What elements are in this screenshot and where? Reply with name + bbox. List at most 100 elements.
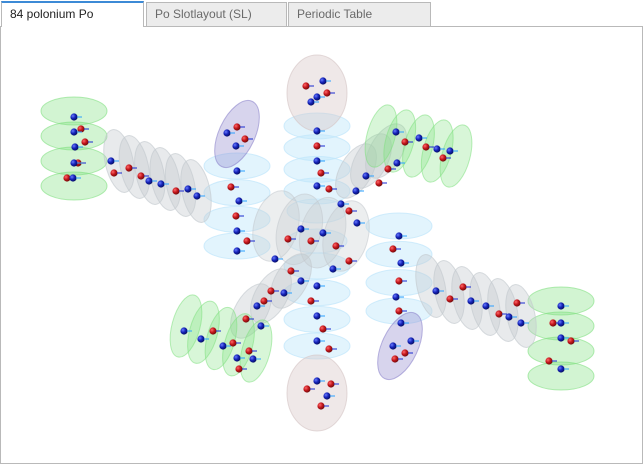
electron-blue [69, 174, 77, 182]
visualization-panel [0, 26, 643, 464]
electron-blue [145, 177, 153, 185]
orbital-disc [203, 152, 271, 180]
orbital-disc [415, 254, 447, 318]
electron-red [395, 277, 403, 285]
orbital-disc [40, 96, 108, 126]
electron-red [391, 355, 399, 363]
electron-blue [352, 187, 360, 195]
electron-red [384, 165, 392, 173]
orbital-disc [222, 313, 255, 377]
electron-red [284, 235, 292, 243]
orbital-visualization[interactable] [1, 27, 642, 463]
electron-blue [362, 172, 370, 180]
electron-blue [253, 302, 261, 310]
orbital-disc [203, 179, 271, 207]
electron-blue [223, 129, 231, 137]
electron-blue [557, 302, 565, 310]
electron-red [459, 283, 467, 291]
electron-blue [70, 159, 78, 167]
electron-blue [446, 147, 454, 155]
electron-blue [271, 255, 279, 263]
electron-blue [517, 319, 525, 327]
orbital-disc [383, 109, 417, 173]
electron-red [303, 385, 311, 393]
orbital-lobe [214, 99, 260, 169]
electron-blue [415, 134, 423, 142]
electron-red [389, 245, 397, 253]
electron-blue [232, 142, 240, 150]
electron-red [242, 315, 250, 323]
electron-red [241, 135, 249, 143]
orbital-layer [40, 54, 595, 432]
electron-blue [432, 287, 440, 295]
tab-polonium[interactable]: 84 polonium Po [1, 1, 144, 27]
electron-red [401, 349, 409, 357]
electron-blue [180, 327, 188, 335]
electron-red [77, 125, 85, 133]
electron-red [495, 310, 503, 318]
electron-blue [107, 157, 115, 165]
electron-red [317, 402, 325, 410]
electron-blue [307, 98, 315, 106]
electron-red [302, 82, 310, 90]
electron-red [317, 169, 325, 177]
electron-blue [392, 293, 400, 301]
electron-red [422, 143, 430, 151]
electron-blue [235, 197, 243, 205]
electron-blue [319, 77, 327, 85]
electron-blue [257, 322, 265, 330]
tab-bar: 84 polonium Po Po Slotlayout (SL) Period… [0, 0, 643, 27]
orbital-lobe [286, 54, 348, 132]
electron-red [323, 89, 331, 97]
electron-blue [392, 128, 400, 136]
electron-blue [313, 282, 321, 290]
electron-blue [197, 335, 205, 343]
electron-red [307, 237, 315, 245]
electron-blue [319, 229, 327, 237]
electron-red [287, 267, 295, 275]
electron-red [110, 169, 118, 177]
electron-blue [70, 113, 78, 121]
electron-red [439, 154, 447, 162]
electron-red [395, 307, 403, 315]
orbital-disc [283, 332, 351, 360]
electron-red [325, 345, 333, 353]
electron-red [267, 287, 275, 295]
electron-blue [323, 392, 331, 400]
electron-blue [397, 259, 405, 267]
electron-blue [557, 319, 565, 327]
electron-blue [557, 365, 565, 373]
electron-red [567, 337, 575, 345]
electron-red [325, 185, 333, 193]
electron-blue [313, 337, 321, 345]
tab-periodic-table[interactable]: Periodic Table [288, 2, 431, 26]
orbital-disc [365, 240, 433, 268]
electron-blue [313, 127, 321, 135]
orbital-disc [487, 278, 519, 342]
electron-red [172, 187, 180, 195]
orbital-disc [283, 112, 351, 140]
electron-blue [395, 232, 403, 240]
electron-red [375, 179, 383, 187]
orbital-disc [187, 300, 220, 364]
electron-red [307, 297, 315, 305]
orbital-disc [527, 361, 595, 391]
electron-red [513, 299, 521, 307]
electron-blue [249, 355, 257, 363]
electron-blue [70, 128, 78, 136]
orbital-disc [169, 294, 203, 358]
electron-blue [297, 277, 305, 285]
orbital-disc [180, 159, 212, 223]
orbital-lobe [286, 354, 348, 432]
tab-slotlayout[interactable]: Po Slotlayout (SL) [146, 2, 287, 26]
electron-red [235, 365, 243, 373]
electron-red [137, 172, 145, 180]
orbital-disc [527, 286, 595, 316]
orbital-disc [365, 123, 407, 179]
electron-blue [407, 337, 415, 345]
orbital-disc [283, 155, 351, 183]
electron-blue [353, 219, 361, 227]
orbital-disc [439, 124, 473, 188]
electron-red [319, 325, 327, 333]
electron-red [243, 237, 251, 245]
